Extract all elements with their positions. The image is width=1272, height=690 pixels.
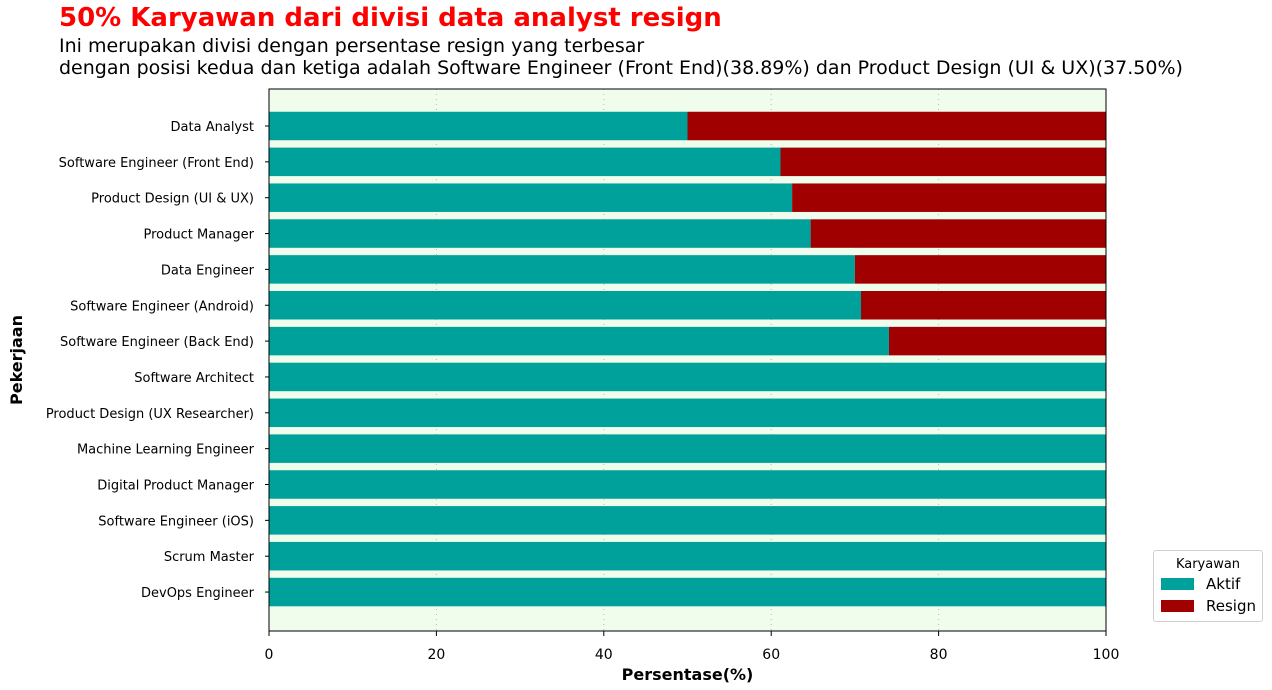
- category-label: Software Engineer (iOS): [98, 514, 254, 529]
- chart-title: 50% Karyawan dari divisi data analyst re…: [59, 3, 722, 33]
- category-label: Scrum Master: [164, 550, 255, 565]
- bar-aktif: [269, 147, 781, 177]
- subtitle-line-2: dengan posisi kedua dan ketiga adalah So…: [59, 57, 1183, 79]
- category-label: Software Engineer (Front End): [59, 156, 254, 171]
- bar-aktif: [269, 183, 793, 212]
- category-label: Software Engineer (Android): [70, 299, 254, 314]
- category-label: Software Architect: [134, 371, 254, 386]
- bar-aktif: [269, 255, 855, 284]
- bar-resign: [687, 111, 1106, 141]
- bar-resign: [861, 291, 1106, 320]
- y-axis-title: Pekerjaan: [7, 315, 26, 405]
- bar-resign: [854, 255, 1106, 284]
- bar-aktif: [269, 219, 811, 248]
- x-tick-label: 80: [930, 647, 948, 663]
- plot-frame: [268, 88, 1107, 632]
- legend-title: Karyawan: [1175, 557, 1241, 572]
- x-tick-label: 20: [427, 647, 445, 663]
- bar-aktif: [269, 541, 1106, 571]
- legend-label-resign: Resign: [1206, 597, 1256, 615]
- x-axis-title: Persentase(%): [622, 665, 754, 684]
- bar-aktif: [269, 326, 889, 356]
- category-label: DevOps Engineer: [141, 586, 255, 601]
- x-tick-label: 100: [1093, 647, 1120, 663]
- subtitle-line-1: Ini merupakan divisi dengan persentase r…: [59, 35, 645, 57]
- bar-resign: [780, 147, 1106, 177]
- legend-item-resign: Resign: [1161, 595, 1262, 617]
- chart-subtitle: Ini merupakan divisi dengan persentase r…: [59, 35, 1183, 79]
- bar-resign: [888, 326, 1106, 356]
- category-label: Machine Learning Engineer: [77, 443, 255, 458]
- legend-swatch-resign: [1161, 600, 1194, 612]
- category-label: Digital Product Manager: [97, 479, 254, 494]
- legend: Karyawan Aktif Resign: [1153, 550, 1263, 622]
- category-label: Data Engineer: [161, 263, 255, 278]
- bar-aktif: [269, 506, 1106, 535]
- legend-item-aktif: Aktif: [1161, 573, 1262, 595]
- category-label: Product Manager: [144, 228, 255, 243]
- x-tick-label: 40: [595, 647, 613, 663]
- category-label: Data Analyst: [171, 120, 254, 135]
- category-label: Product Design (UX Researcher): [46, 407, 254, 422]
- legend-swatch-aktif: [1161, 578, 1194, 590]
- category-label: Software Engineer (Back End): [60, 335, 254, 350]
- bar-aktif: [269, 470, 1106, 499]
- bar-aktif: [269, 291, 862, 320]
- x-tick-label: 0: [265, 647, 274, 663]
- bar-aktif: [269, 362, 1106, 392]
- bar-aktif: [269, 434, 1106, 463]
- category-label: Product Design (UI & UX): [91, 192, 254, 207]
- x-tick-label: 60: [762, 647, 780, 663]
- bar-resign: [792, 183, 1106, 212]
- bar-aktif: [269, 111, 688, 141]
- legend-label-aktif: Aktif: [1206, 575, 1241, 593]
- bar-resign: [810, 219, 1106, 248]
- bar-aktif: [269, 577, 1106, 607]
- plot-area: [269, 89, 1106, 631]
- bar-aktif: [269, 398, 1106, 428]
